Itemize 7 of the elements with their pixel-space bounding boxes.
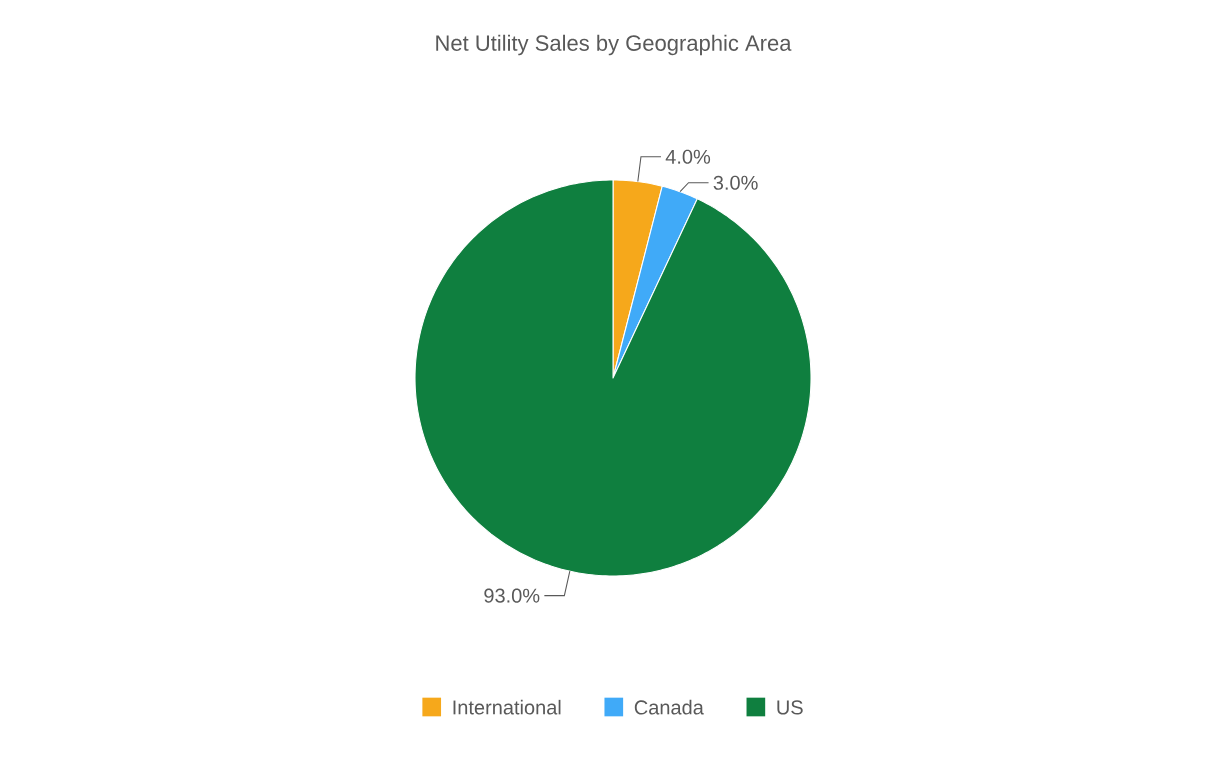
data-label: 3.0% bbox=[713, 175, 758, 190]
data-label: 93.0% bbox=[484, 588, 540, 603]
legend-label: Canada bbox=[634, 699, 704, 715]
legend-label: International bbox=[453, 699, 561, 715]
legend-label: US bbox=[777, 700, 803, 715]
chart-title: Net Utility Sales by Geographic Area bbox=[436, 34, 792, 56]
data-label: 4.0% bbox=[665, 149, 711, 164]
